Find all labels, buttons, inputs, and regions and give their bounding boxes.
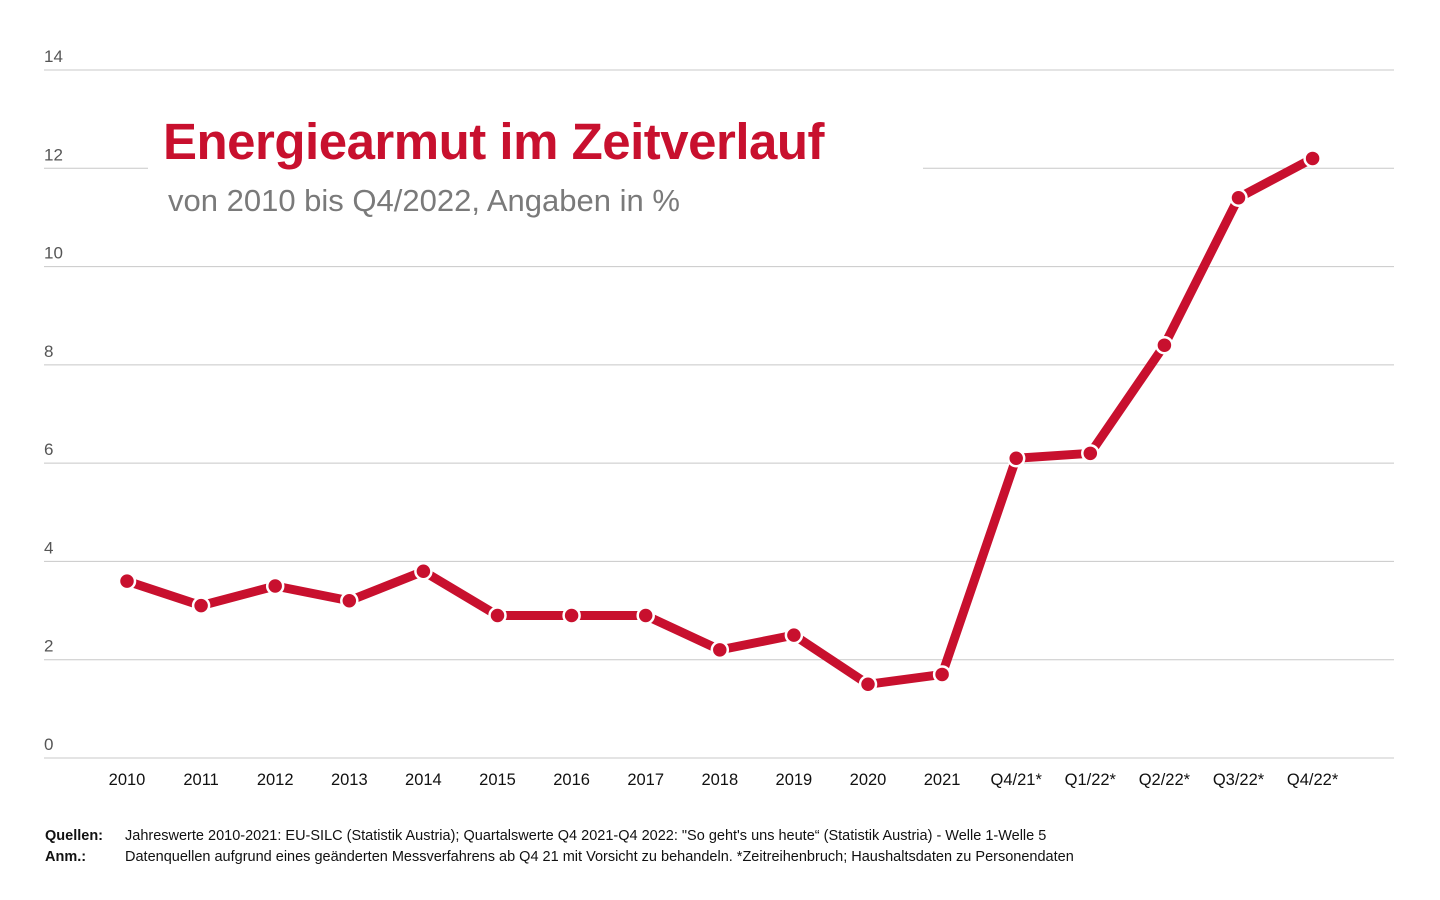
data-point <box>784 625 804 645</box>
chart-title: Energiearmut im Zeitverlauf <box>163 113 825 170</box>
x-tick-label: 2013 <box>331 771 368 789</box>
data-point <box>562 606 581 625</box>
data-point <box>340 591 359 610</box>
chart-subtitle: von 2010 bis Q4/2022, Angaben in % <box>168 183 680 218</box>
y-tick-labels: 0 2 4 6 8 10 12 14 <box>44 47 63 754</box>
x-tick-label: Q1/22* <box>1065 771 1117 789</box>
note-sources-label: Quellen: <box>45 828 104 844</box>
x-tick-label: 2014 <box>405 771 442 789</box>
y-tick-label: 4 <box>44 538 53 557</box>
y-tick-label: 14 <box>44 47 63 66</box>
data-point <box>1006 448 1026 468</box>
title-background <box>148 108 923 228</box>
y-tick-label: 10 <box>44 244 63 263</box>
data-point <box>636 606 655 625</box>
y-tick-label: 12 <box>44 145 63 164</box>
data-point <box>488 606 507 625</box>
x-tick-label: Q3/22* <box>1213 771 1265 789</box>
x-tick-label: 2017 <box>627 771 664 789</box>
series-line <box>122 153 1318 689</box>
y-tick-label: 2 <box>44 637 53 656</box>
x-tick-label: Q4/22* <box>1287 771 1339 789</box>
x-tick-labels: 2010 2011 2012 2013 2014 2015 2016 2017 2018 2019… <box>109 771 1339 789</box>
x-tick-label: 2015 <box>479 771 516 789</box>
data-point <box>191 596 211 615</box>
series-group <box>117 149 1322 694</box>
data-point <box>1229 188 1248 208</box>
data-point <box>932 665 952 684</box>
note-sources: Quellen: Jahreswerte 2010-2021: EU-SILC … <box>45 826 1074 847</box>
data-point <box>117 571 137 591</box>
y-tick-label: 6 <box>44 440 53 459</box>
x-tick-label: 2012 <box>257 771 294 789</box>
x-tick-label: 2010 <box>109 771 146 789</box>
note-remark: Anm.: Datenquellen aufgrund eines geände… <box>45 847 1074 868</box>
note-remark-text: Datenquellen aufgrund eines geänderten M… <box>125 849 1074 865</box>
data-point <box>858 675 878 694</box>
x-tick-label: 2016 <box>553 771 590 789</box>
data-point <box>1155 335 1174 355</box>
x-tick-label: 2018 <box>701 771 738 789</box>
note-sources-text: Jahreswerte 2010-2021: EU-SILC (Statisti… <box>125 828 1047 844</box>
x-tick-label: 2019 <box>776 771 813 789</box>
x-tick-label: 2020 <box>850 771 887 789</box>
y-tick-label: 8 <box>44 342 53 361</box>
y-tick-label: 0 <box>44 735 53 754</box>
data-point <box>710 640 730 660</box>
data-point <box>265 576 285 596</box>
data-point <box>1081 444 1100 463</box>
x-tick-label: Q4/21* <box>991 771 1043 789</box>
data-point <box>414 562 433 581</box>
footnotes: Quellen: Jahreswerte 2010-2021: EU-SILC … <box>45 826 1074 868</box>
data-point <box>1303 149 1322 168</box>
x-tick-label: Q2/22* <box>1139 771 1191 789</box>
x-tick-label: 2021 <box>924 771 961 789</box>
note-remark-label: Anm.: <box>45 849 87 865</box>
x-tick-label: 2011 <box>183 771 218 789</box>
